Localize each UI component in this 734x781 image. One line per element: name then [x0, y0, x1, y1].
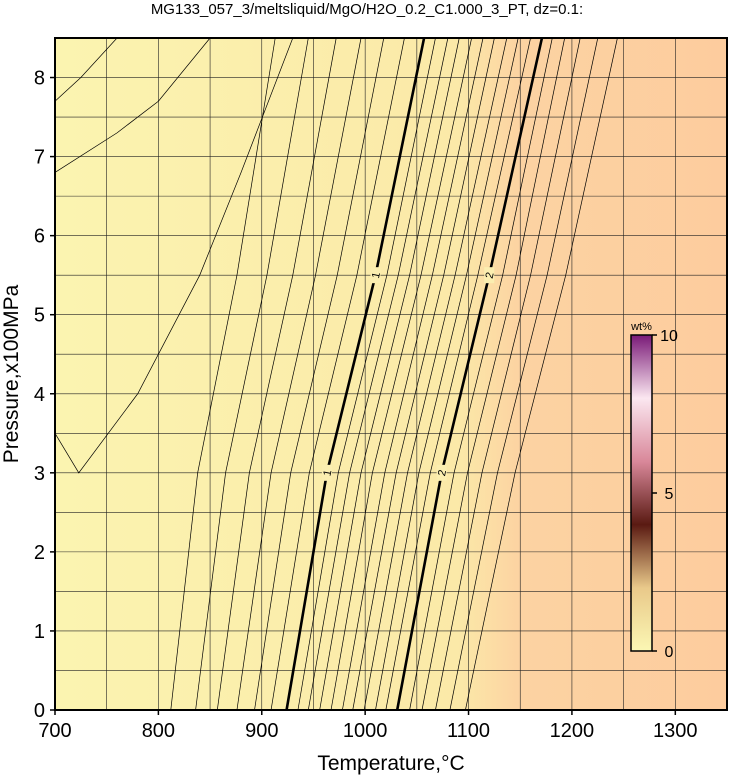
contour-line — [421, 37, 566, 711]
contour-label-bg — [484, 267, 495, 284]
y-tick-label: 2 — [34, 542, 45, 564]
y-tick-label: 1 — [34, 621, 45, 643]
contour-line — [254, 37, 385, 711]
contour-line — [449, 37, 599, 711]
y-tick-label: 7 — [34, 147, 45, 169]
contour-label-bg — [436, 464, 447, 481]
colorbar-tick-label: 0 — [665, 644, 674, 661]
x-axis-label: Temperature,°C — [317, 752, 464, 775]
contour-line — [342, 37, 484, 711]
contour-line — [170, 37, 276, 711]
contour-line — [285, 37, 426, 711]
y-tick-label: 5 — [34, 305, 45, 327]
contour-label: 1 — [370, 271, 383, 280]
contour-line — [465, 37, 618, 711]
x-tick-label: 1300 — [653, 720, 698, 742]
contour-line — [435, 37, 581, 711]
y-axis-label: Pressure,x100MPa — [0, 284, 23, 463]
contour-line — [54, 37, 294, 474]
contour-line — [395, 37, 544, 711]
contour-line — [409, 37, 553, 711]
contour-line — [352, 37, 495, 711]
y-tick-label: 0 — [34, 700, 45, 722]
contour-line — [54, 37, 211, 173]
contour-line — [297, 37, 436, 711]
colorbar-label: wt% — [630, 321, 652, 333]
contour-line — [195, 37, 309, 711]
contour-label-bg — [321, 464, 332, 481]
x-tick-label: 1200 — [550, 720, 595, 742]
contour-line — [270, 37, 405, 711]
contour-line — [330, 37, 472, 711]
plot-background — [55, 38, 727, 710]
plot-frame — [54, 37, 728, 711]
contour-label-bg — [370, 267, 381, 284]
x-tick-label: 900 — [245, 720, 278, 742]
contour-label: 2 — [484, 271, 497, 280]
contour-line — [385, 37, 531, 711]
contour-label: 1 — [321, 469, 334, 477]
contour-line — [363, 37, 508, 711]
y-tick-label: 6 — [34, 226, 45, 248]
colorbar — [630, 334, 653, 652]
colorbar-tick-label: 10 — [660, 328, 678, 345]
contour-line — [307, 37, 449, 711]
contour-line — [216, 37, 337, 711]
y-tick-label: 8 — [34, 68, 45, 90]
x-tick-label: 800 — [142, 720, 175, 742]
x-tick-label: 1000 — [343, 720, 388, 742]
contour-label: 2 — [436, 469, 449, 477]
x-tick-label: 1100 — [447, 720, 490, 742]
x-tick-label: 700 — [38, 720, 71, 742]
contour-line — [319, 37, 460, 711]
chart-title: MG133_057_3/meltsliquid/MgO/H2O_0.2_C1.0… — [151, 1, 583, 18]
colorbar-tick-label: 5 — [665, 486, 674, 503]
contour-line — [375, 37, 519, 711]
y-tick-label: 3 — [34, 463, 45, 485]
contour-line — [236, 37, 362, 711]
contour-line — [54, 37, 118, 102]
y-tick-label: 4 — [34, 384, 45, 406]
